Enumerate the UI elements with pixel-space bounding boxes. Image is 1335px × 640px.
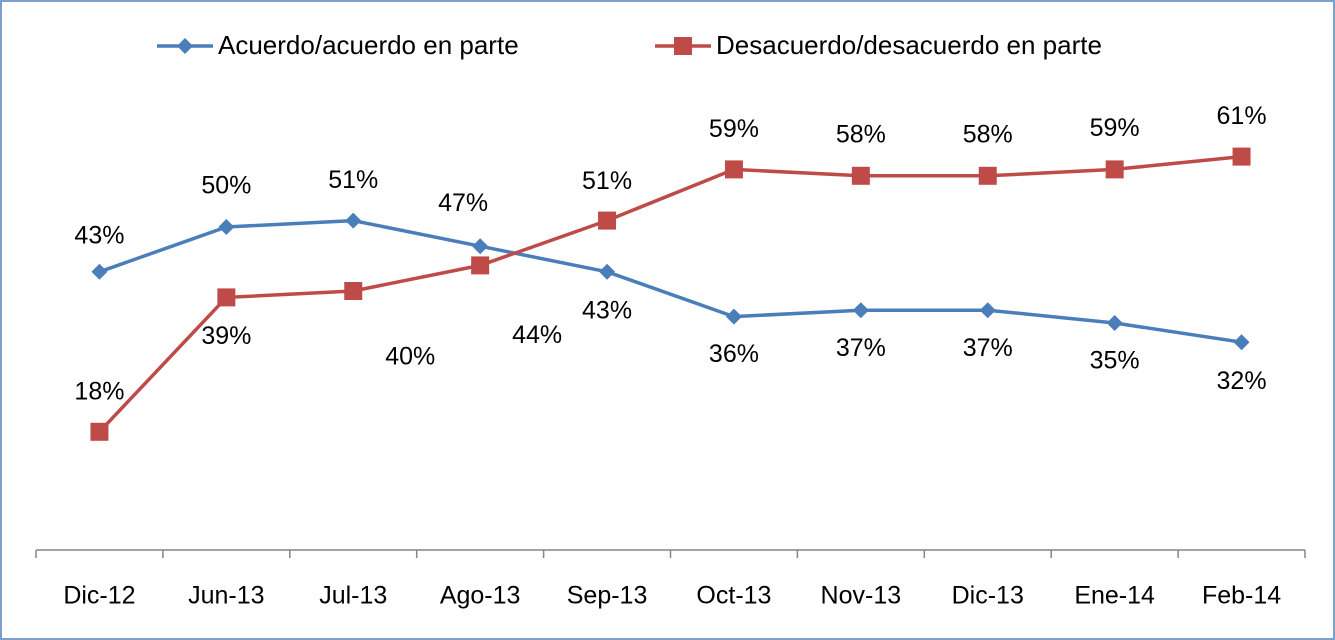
- data-label: 58%: [963, 120, 1013, 148]
- data-label: 51%: [582, 167, 632, 195]
- marker: [217, 288, 236, 307]
- data-label: 37%: [836, 334, 886, 362]
- x-tick-label: Jun-13: [188, 582, 264, 610]
- legend-marker: [674, 37, 692, 55]
- x-tick-label: Dic-13: [952, 582, 1024, 610]
- data-label: 35%: [1090, 347, 1140, 375]
- x-tick-label: Dic-12: [63, 582, 135, 610]
- marker: [1232, 147, 1251, 166]
- marker: [344, 282, 363, 300]
- marker: [90, 422, 109, 441]
- marker: [724, 160, 743, 179]
- marker: [598, 211, 617, 230]
- marker: [1233, 334, 1250, 351]
- marker: [1105, 160, 1124, 179]
- series-line: [98, 154, 1242, 434]
- marker: [218, 219, 235, 235]
- data-label: 40%: [385, 343, 435, 371]
- data-label: 43%: [74, 221, 124, 249]
- series-line: [98, 218, 1242, 344]
- x-tick-label: Oct-13: [696, 582, 771, 610]
- x-tick-label: Ago-13: [440, 582, 521, 610]
- marker: [1106, 315, 1123, 331]
- x-tick-label: Ene-14: [1074, 582, 1155, 610]
- legend-marker: [177, 38, 193, 54]
- data-label: 36%: [709, 340, 759, 368]
- legend-label: Acuerdo/acuerdo en parte: [218, 30, 519, 60]
- marker: [91, 263, 108, 280]
- data-label: 32%: [1217, 367, 1267, 395]
- data-label: 59%: [709, 115, 759, 143]
- data-label: 51%: [328, 166, 378, 194]
- marker: [978, 166, 997, 185]
- data-label: 47%: [438, 189, 488, 217]
- x-tick-label: Nov-13: [821, 582, 902, 610]
- data-label: 44%: [512, 321, 562, 349]
- data-label: 37%: [963, 334, 1013, 362]
- x-tick-label: Feb-14: [1202, 582, 1281, 610]
- data-label: 58%: [836, 120, 886, 148]
- marker: [851, 166, 870, 185]
- data-label: 59%: [1090, 114, 1140, 142]
- data-label: 43%: [582, 296, 632, 324]
- marker: [345, 212, 362, 229]
- data-label: 18%: [74, 377, 124, 405]
- marker: [852, 302, 869, 319]
- data-label: 50%: [201, 172, 251, 200]
- marker: [599, 263, 616, 280]
- marker: [979, 302, 996, 319]
- x-tick-label: Jul-13: [319, 582, 387, 610]
- marker: [471, 256, 490, 275]
- marker: [725, 308, 742, 325]
- marker: [472, 238, 489, 255]
- data-label: 39%: [201, 322, 251, 350]
- legend-label: Desacuerdo/desacuerdo en parte: [716, 30, 1102, 60]
- data-label: 61%: [1217, 102, 1267, 130]
- x-tick-label: Sep-13: [567, 582, 648, 610]
